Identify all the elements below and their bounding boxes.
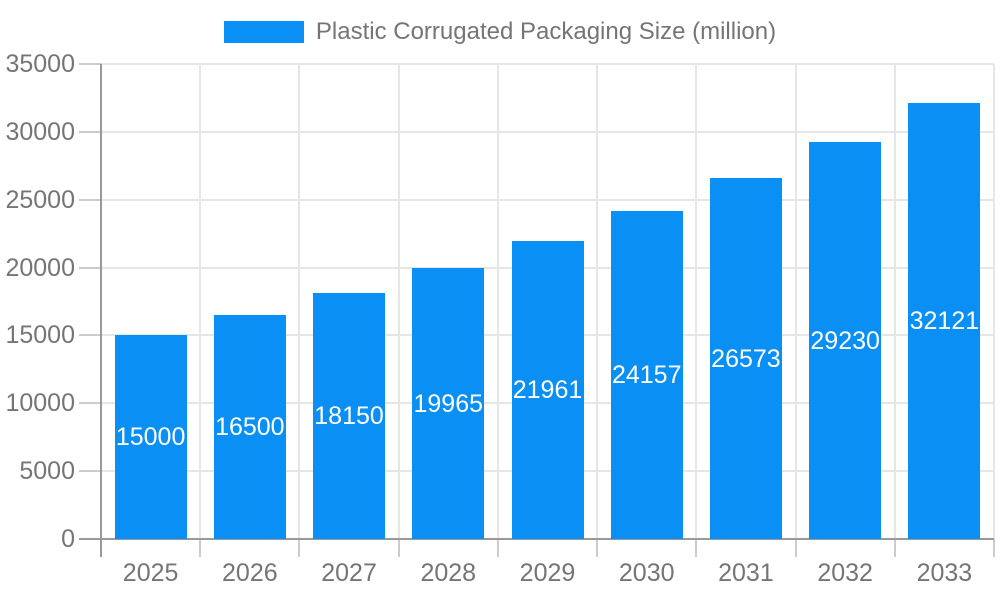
bar-2026[interactable] <box>213 315 286 539</box>
bar-2031[interactable] <box>709 178 782 539</box>
bar-value-label: 19965 <box>413 389 484 418</box>
x-axis-label: 2029 <box>519 559 576 587</box>
y-axis-label: 20000 <box>5 253 75 282</box>
y-axis-label: 30000 <box>5 117 75 146</box>
y-axis-tick <box>79 63 101 65</box>
gridline-vertical <box>695 64 698 539</box>
x-axis-tick <box>397 539 400 557</box>
bar-value-label: 15000 <box>115 423 186 452</box>
gridline-vertical <box>993 64 995 539</box>
y-axis-tick <box>79 198 101 201</box>
gridline-vertical <box>199 64 202 539</box>
x-axis-tick <box>794 539 797 557</box>
x-axis-tick <box>496 539 499 557</box>
x-axis-label: 2032 <box>817 559 873 587</box>
x-axis-tick <box>893 539 896 557</box>
bar-2028[interactable] <box>412 268 485 539</box>
y-axis-label: 35000 <box>5 50 75 78</box>
bar-2027[interactable] <box>313 292 386 539</box>
y-axis-label: 5000 <box>19 457 75 486</box>
x-axis-label: 2028 <box>420 559 477 587</box>
x-axis-label: 2030 <box>618 559 675 587</box>
x-axis-tick <box>695 539 698 557</box>
x-axis-label: 2033 <box>916 559 973 587</box>
bar-value-label: 18150 <box>314 401 384 430</box>
y-axis-label: 0 <box>61 525 75 553</box>
x-axis-tick <box>298 539 301 557</box>
legend[interactable]: Plastic Corrugated Packaging Size (milli… <box>0 18 1000 46</box>
gridline-vertical <box>397 64 400 539</box>
x-axis-label: 2027 <box>321 559 377 587</box>
bar-2032[interactable] <box>809 142 882 539</box>
y-axis-label: 10000 <box>5 389 75 418</box>
bar-value-label: 24157 <box>611 361 682 390</box>
y-axis-tick <box>79 470 101 473</box>
x-axis-tick <box>993 539 995 557</box>
gridline-horizontal <box>101 130 994 133</box>
bar-2029[interactable] <box>511 240 584 539</box>
bar-value-label: 21961 <box>512 375 583 404</box>
gridline-vertical <box>298 64 301 539</box>
gridline-vertical <box>794 64 797 539</box>
legend-label: Plastic Corrugated Packaging Size (milli… <box>315 18 777 45</box>
x-axis-label: 2026 <box>222 559 278 587</box>
gridline-vertical <box>893 64 896 539</box>
bar-2033[interactable] <box>908 103 981 539</box>
x-axis-tick <box>199 539 202 557</box>
bar-value-label: 16500 <box>215 413 285 442</box>
bar-value-label: 26573 <box>711 344 781 373</box>
y-axis-tick <box>79 130 101 133</box>
gridline-vertical <box>496 64 499 539</box>
y-axis-tick <box>79 402 101 405</box>
bar-2025[interactable] <box>114 335 187 539</box>
x-axis-line <box>79 538 994 540</box>
legend-swatch <box>223 21 304 43</box>
y-axis-tick <box>79 266 101 269</box>
y-axis-label: 15000 <box>5 321 75 350</box>
gridline-horizontal <box>101 198 994 201</box>
gridline-horizontal <box>101 63 994 65</box>
y-axis-line <box>100 64 102 557</box>
y-axis-tick <box>79 334 101 337</box>
bar-value-label: 29230 <box>810 326 880 355</box>
x-axis-label: 2031 <box>718 559 774 587</box>
bar-value-label: 32121 <box>909 307 980 336</box>
x-axis-tick <box>596 539 599 557</box>
x-axis-label: 2025 <box>122 559 179 587</box>
gridline-vertical <box>596 64 599 539</box>
bar-2030[interactable] <box>610 211 683 539</box>
y-axis-label: 25000 <box>5 185 75 214</box>
